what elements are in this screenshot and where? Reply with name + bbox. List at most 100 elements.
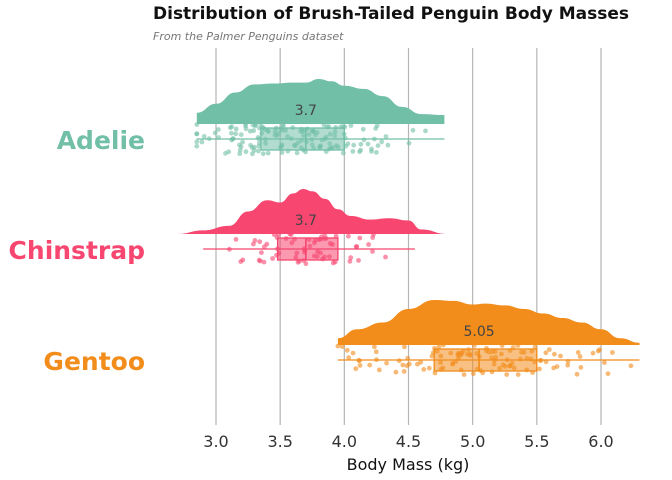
data-point xyxy=(376,367,382,373)
data-point xyxy=(602,360,607,365)
data-point xyxy=(265,150,271,156)
data-point xyxy=(372,136,377,142)
data-point xyxy=(249,145,255,151)
data-point xyxy=(426,365,432,371)
data-point xyxy=(285,134,290,139)
x-tick-label: 5.5 xyxy=(524,432,549,451)
data-point xyxy=(448,350,454,356)
data-point xyxy=(504,357,510,363)
data-point xyxy=(328,145,334,151)
data-point xyxy=(590,350,596,356)
data-point xyxy=(301,258,306,263)
data-point xyxy=(317,144,323,149)
data-point xyxy=(358,141,364,147)
data-point xyxy=(307,243,313,249)
data-point xyxy=(524,356,530,361)
data-point xyxy=(289,136,294,142)
data-point xyxy=(358,147,363,153)
data-point xyxy=(319,137,325,143)
data-point xyxy=(292,143,298,149)
data-point xyxy=(438,367,444,372)
data-point xyxy=(302,249,308,255)
data-point xyxy=(300,129,305,135)
data-point xyxy=(356,357,362,363)
data-point xyxy=(333,233,339,239)
data-point xyxy=(489,355,494,361)
data-point xyxy=(340,150,346,156)
data-point xyxy=(294,250,300,256)
x-axis-ticks: 3.0 3.5 4.0 4.5 5.0 5.5 6.0 xyxy=(203,432,613,451)
x-tick-label: 3.0 xyxy=(203,432,228,451)
data-point xyxy=(323,149,329,155)
data-point xyxy=(379,139,385,145)
data-point xyxy=(275,246,280,252)
chart-title: Distribution of Brush-Tailed Penguin Bod… xyxy=(153,4,629,24)
data-point xyxy=(423,128,428,134)
data-point xyxy=(306,132,312,138)
data-point xyxy=(194,139,200,145)
data-point xyxy=(283,128,288,133)
data-point xyxy=(257,239,263,245)
data-point xyxy=(374,150,379,155)
data-point xyxy=(529,348,535,354)
data-point xyxy=(406,140,412,146)
data-point xyxy=(480,370,486,376)
data-point xyxy=(279,150,285,155)
data-point xyxy=(471,371,476,377)
x-tick-label: 3.5 xyxy=(267,432,292,451)
data-point xyxy=(292,236,297,242)
data-point xyxy=(370,249,375,254)
cloud-adelie: 3.7 Adelie xyxy=(57,79,445,157)
data-point xyxy=(519,349,524,355)
data-point xyxy=(333,125,339,130)
data-point xyxy=(261,259,267,265)
data-point xyxy=(554,364,560,369)
data-point xyxy=(491,361,497,367)
data-point xyxy=(273,125,279,131)
data-point xyxy=(216,127,221,132)
data-point xyxy=(396,358,402,364)
data-point xyxy=(250,122,256,128)
data-point xyxy=(341,131,347,137)
median-label: 3.7 xyxy=(295,103,317,119)
data-point xyxy=(466,347,471,353)
data-point xyxy=(274,252,279,258)
data-point xyxy=(324,124,330,130)
x-tick-label: 5.0 xyxy=(460,432,485,451)
data-point xyxy=(515,372,521,377)
data-point xyxy=(350,149,356,154)
data-point xyxy=(327,254,332,259)
data-point xyxy=(509,360,515,366)
data-point xyxy=(404,363,410,369)
data-point xyxy=(369,149,374,154)
data-point xyxy=(194,143,200,149)
data-point xyxy=(299,138,304,144)
data-point xyxy=(335,343,341,349)
median-label: 3.7 xyxy=(295,213,317,229)
data-point xyxy=(335,144,341,150)
density-gentoo xyxy=(337,300,640,345)
data-point xyxy=(400,362,406,368)
species-label-adelie: Adelie xyxy=(57,126,145,155)
data-point xyxy=(532,359,537,365)
x-tick-label: 6.0 xyxy=(588,432,613,451)
data-point xyxy=(259,250,264,256)
data-point xyxy=(497,365,503,371)
data-point xyxy=(289,240,295,246)
data-point xyxy=(261,244,267,250)
data-point xyxy=(373,349,379,355)
data-point xyxy=(243,123,248,129)
data-point xyxy=(237,151,243,157)
data-point xyxy=(247,128,253,134)
cloud-gentoo: 5.05 Gentoo xyxy=(43,300,640,377)
data-point xyxy=(279,142,285,148)
data-point xyxy=(537,366,542,372)
data-point xyxy=(510,345,516,350)
data-point xyxy=(458,367,464,373)
data-point xyxy=(385,142,391,148)
data-point xyxy=(327,241,333,246)
data-point xyxy=(574,371,580,377)
data-point xyxy=(471,343,477,348)
data-point xyxy=(212,130,218,136)
